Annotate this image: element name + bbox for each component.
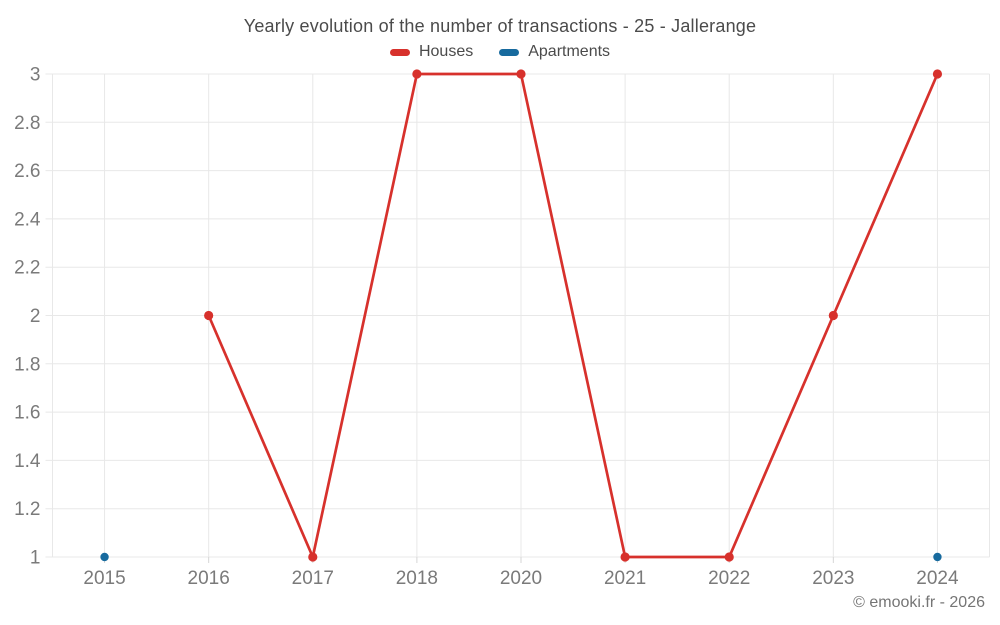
x-tick-label: 2018 — [396, 568, 438, 589]
y-tick-label: 2.4 — [14, 209, 41, 230]
data-point-houses-2018[interactable] — [412, 69, 422, 79]
data-point-apartments-2024[interactable] — [933, 552, 942, 562]
y-tick-label: 1.2 — [14, 499, 40, 520]
houses-series-swatch-icon — [389, 48, 410, 56]
y-tick-label: 1 — [30, 548, 41, 569]
x-tick-label: 2020 — [500, 568, 542, 589]
chart-legend: Houses Apartments — [0, 43, 1000, 61]
x-tick-label: 2015 — [83, 568, 125, 589]
x-tick-label: 2022 — [708, 568, 750, 589]
legend-item-houses[interactable]: Houses — [389, 43, 474, 61]
x-tick-label: 2017 — [292, 568, 334, 589]
x-tick-label: 2023 — [812, 568, 854, 589]
y-tick-label: 2.6 — [14, 161, 40, 182]
data-point-houses-2020[interactable] — [516, 69, 526, 79]
apartments-legend-label: Apartments — [528, 43, 611, 60]
x-tick-label: 2021 — [604, 568, 646, 589]
series-line-houses — [207, 72, 939, 559]
x-tick-label: 2016 — [188, 568, 230, 589]
data-point-houses-2017[interactable] — [308, 552, 318, 562]
data-point-houses-2024[interactable] — [932, 69, 943, 79]
data-point-houses-2022[interactable] — [724, 552, 734, 562]
legend-item-apartments[interactable]: Apartments — [499, 43, 610, 61]
houses-legend-label: Houses — [418, 43, 474, 60]
x-tick-label: 2024 — [916, 568, 959, 589]
data-point-houses-2023[interactable] — [828, 310, 838, 321]
data-point-houses-2021[interactable] — [620, 552, 630, 562]
y-tick-label: 2 — [30, 306, 41, 327]
chart-title: Yearly evolution of the number of transa… — [243, 16, 757, 36]
y-tick-label: 2.2 — [14, 258, 40, 279]
data-point-apartments-2015[interactable] — [100, 552, 109, 562]
y-tick-label: 1.6 — [14, 403, 40, 424]
copyright-text: © emooki.fr - 2026 — [853, 594, 985, 611]
y-tick-label: 2.8 — [14, 113, 40, 134]
y-tick-label: 3 — [30, 65, 41, 86]
data-point-houses-2016[interactable] — [204, 310, 214, 321]
apartments-series-swatch-icon — [499, 48, 520, 56]
y-tick-label: 1.4 — [14, 451, 41, 472]
y-tick-label: 1.8 — [14, 354, 40, 375]
